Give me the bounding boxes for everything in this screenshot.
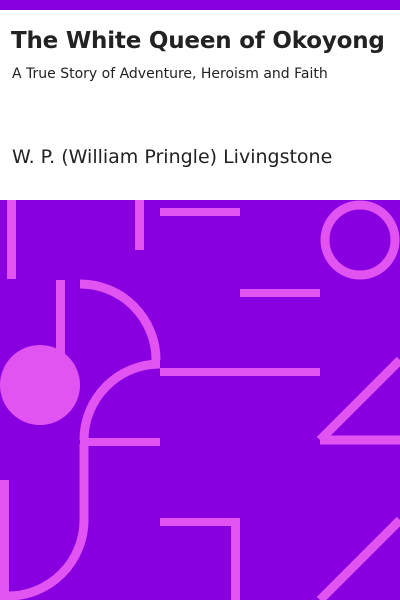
art-arc: [7, 519, 89, 600]
art-bar: [7, 200, 16, 279]
art-ring: [320, 200, 400, 280]
art-diagonal: [316, 516, 400, 600]
art-diagonal: [316, 356, 400, 444]
cover-artwork: [0, 200, 400, 600]
art-bar: [80, 438, 160, 446]
art-bar: [231, 518, 240, 600]
art-arc: [79, 359, 161, 441]
cover-text-area: The White Queen of Okoyong A True Story …: [0, 10, 400, 199]
art-bar: [56, 280, 65, 360]
book-title: The White Queen of Okoyong: [11, 28, 385, 54]
top-color-stripe: [0, 0, 400, 10]
art-filled-circle: [0, 345, 80, 425]
art-bar: [160, 368, 320, 376]
art-bar: [160, 518, 240, 526]
art-bar: [160, 208, 240, 216]
art-bar: [135, 200, 144, 250]
book-author: W. P. (William Pringle) Livingstone: [12, 146, 333, 168]
art-bar: [240, 289, 320, 297]
art-bar: [0, 480, 9, 600]
book-subtitle: A True Story of Adventure, Heroism and F…: [12, 66, 328, 82]
art-arc: [79, 279, 161, 361]
